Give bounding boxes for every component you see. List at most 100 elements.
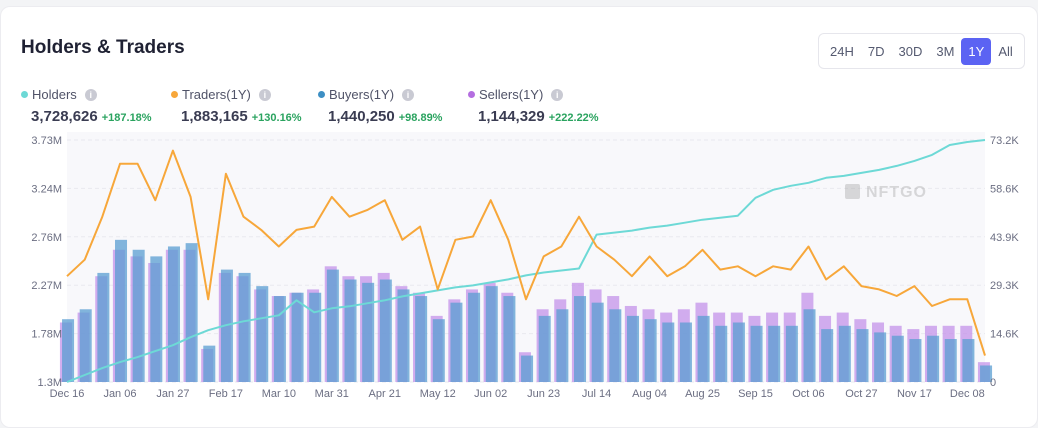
buyers-bar xyxy=(909,339,922,382)
buyers-bar xyxy=(397,289,410,382)
info-icon[interactable]: i xyxy=(402,88,415,101)
x-tick-label: Jan 27 xyxy=(156,388,189,400)
buyers-bar xyxy=(715,325,728,382)
legend-buyers[interactable]: Buyers(1Y) i 1,440,250 +98.89% xyxy=(318,87,442,125)
buyers-bar xyxy=(821,329,834,382)
info-icon[interactable]: i xyxy=(551,88,564,101)
stat-change: +222.22% xyxy=(548,112,599,124)
buyers-bar xyxy=(167,246,180,382)
buyers-bar xyxy=(309,292,322,382)
legend-sellers[interactable]: Sellers(1Y) i 1,144,329 +222.22% xyxy=(468,87,599,125)
buyers-bar xyxy=(944,339,957,382)
traders-dot-icon xyxy=(171,91,178,98)
stat-change: +98.89% xyxy=(398,112,443,124)
x-tick-label: Aug 04 xyxy=(632,388,667,400)
buyers-bar xyxy=(891,335,904,382)
y-left-tick-label: 3.73M xyxy=(31,135,62,147)
buyers-bar xyxy=(115,239,128,382)
legend-label: Holders xyxy=(32,87,77,102)
x-tick-label: Aug 25 xyxy=(685,388,720,400)
buyers-bar xyxy=(556,309,569,382)
y-right-tick-label: 29.3K xyxy=(990,280,1019,292)
range-24h-button[interactable]: 24H xyxy=(830,43,854,59)
y-right-tick-label: 43.9K xyxy=(990,232,1019,244)
buyers-bar xyxy=(238,272,251,382)
time-range-selector: 24H 7D 30D 3M 1Y All xyxy=(818,33,1025,69)
buyers-bar xyxy=(450,302,463,382)
y-left-tick-label: 1.78M xyxy=(31,329,62,341)
buyers-bar xyxy=(679,322,692,382)
buyers-bar xyxy=(856,329,869,382)
buyers-bar xyxy=(432,319,445,382)
range-3m-button[interactable]: 3M xyxy=(936,43,955,59)
holders-line xyxy=(66,139,986,383)
buyers-bar xyxy=(591,302,604,382)
buyers-bar xyxy=(273,296,286,382)
buyers-bar xyxy=(962,339,975,382)
y-right-tick-label: 0 xyxy=(990,377,996,389)
range-7d-button[interactable]: 7D xyxy=(867,43,885,59)
y-right-tick-label: 58.6K xyxy=(990,183,1019,195)
x-tick-label: Jul 14 xyxy=(582,388,611,400)
stat-value: 1,144,329 xyxy=(478,108,545,125)
range-30d-button[interactable]: 30D xyxy=(898,43,923,59)
stat-value: 3,728,626 xyxy=(31,108,98,125)
traders-line xyxy=(66,149,986,356)
holders-traders-chart[interactable]: 1.3M 1.78M 2.27M 2.76M 3.24M 3.73M 0 14.6K 29.3K… xyxy=(0,0,1038,418)
buyers-bar xyxy=(485,286,498,382)
buyers-bar xyxy=(838,325,851,382)
x-tick-label: Feb 17 xyxy=(209,388,243,400)
buyers-bar xyxy=(62,319,75,382)
buyers-bar xyxy=(768,325,781,382)
x-tick-label: Apr 21 xyxy=(369,388,401,400)
x-tick-label: Jun 02 xyxy=(474,388,507,400)
stat-value: 1,883,165 xyxy=(181,108,248,125)
buyers-bar xyxy=(574,296,587,382)
buyers-bar xyxy=(291,292,304,382)
buyers-dot-icon xyxy=(318,91,325,98)
stat-change: +130.16% xyxy=(251,112,302,124)
info-icon[interactable]: i xyxy=(258,88,271,101)
x-tick-label: Dec 08 xyxy=(950,388,985,400)
buyers-bar xyxy=(97,272,110,382)
buyers-bar xyxy=(538,315,551,382)
x-tick-label: Nov 17 xyxy=(897,388,932,400)
svg-text:NFTGO: NFTGO xyxy=(866,184,927,201)
card-title: Holders & Traders xyxy=(21,37,185,58)
buyers-bar xyxy=(344,279,357,382)
y-left-tick-label: 2.76M xyxy=(31,232,62,244)
buyers-bar xyxy=(326,269,339,382)
x-tick-label: Oct 27 xyxy=(845,388,877,400)
nftgo-watermark: NFTGO xyxy=(845,184,927,201)
buyers-bar xyxy=(785,325,798,382)
legend-traders[interactable]: Traders(1Y) i 1,883,165 +130.16% xyxy=(171,87,302,125)
y-right-tick-label: 73.2K xyxy=(990,135,1019,147)
legend-label: Sellers(1Y) xyxy=(479,87,544,102)
buyers-bar xyxy=(362,282,375,382)
buyers-bar xyxy=(79,309,92,382)
y-left-tick-label: 3.24M xyxy=(31,183,62,195)
legend-holders[interactable]: Holders i 3,728,626 +187.18% xyxy=(21,87,152,125)
x-tick-label: Oct 06 xyxy=(792,388,824,400)
buyers-bar xyxy=(150,256,163,382)
holders-dot-icon xyxy=(21,91,28,98)
range-all-button[interactable]: All xyxy=(998,43,1013,59)
buyers-bar xyxy=(750,325,763,382)
x-tick-label: Jun 23 xyxy=(527,388,560,400)
sellers-dot-icon xyxy=(468,91,475,98)
buyers-bar xyxy=(927,335,940,382)
stat-value: 1,440,250 xyxy=(328,108,395,125)
y-left-tick-label: 1.3M xyxy=(38,377,62,389)
buyers-bar xyxy=(256,286,269,382)
x-tick-label: Jan 06 xyxy=(103,388,136,400)
x-tick-label: Dec 16 xyxy=(50,388,85,400)
legend-label: Buyers(1Y) xyxy=(329,87,395,102)
legend-label: Traders(1Y) xyxy=(182,87,251,102)
y-left-tick-label: 2.27M xyxy=(31,280,62,292)
buyers-bar xyxy=(503,296,516,382)
buyers-bar xyxy=(379,279,392,382)
buyers-bar xyxy=(132,249,145,382)
buyers-bar xyxy=(609,309,622,382)
range-1y-button[interactable]: 1Y xyxy=(961,37,992,65)
info-icon[interactable]: i xyxy=(84,88,97,101)
